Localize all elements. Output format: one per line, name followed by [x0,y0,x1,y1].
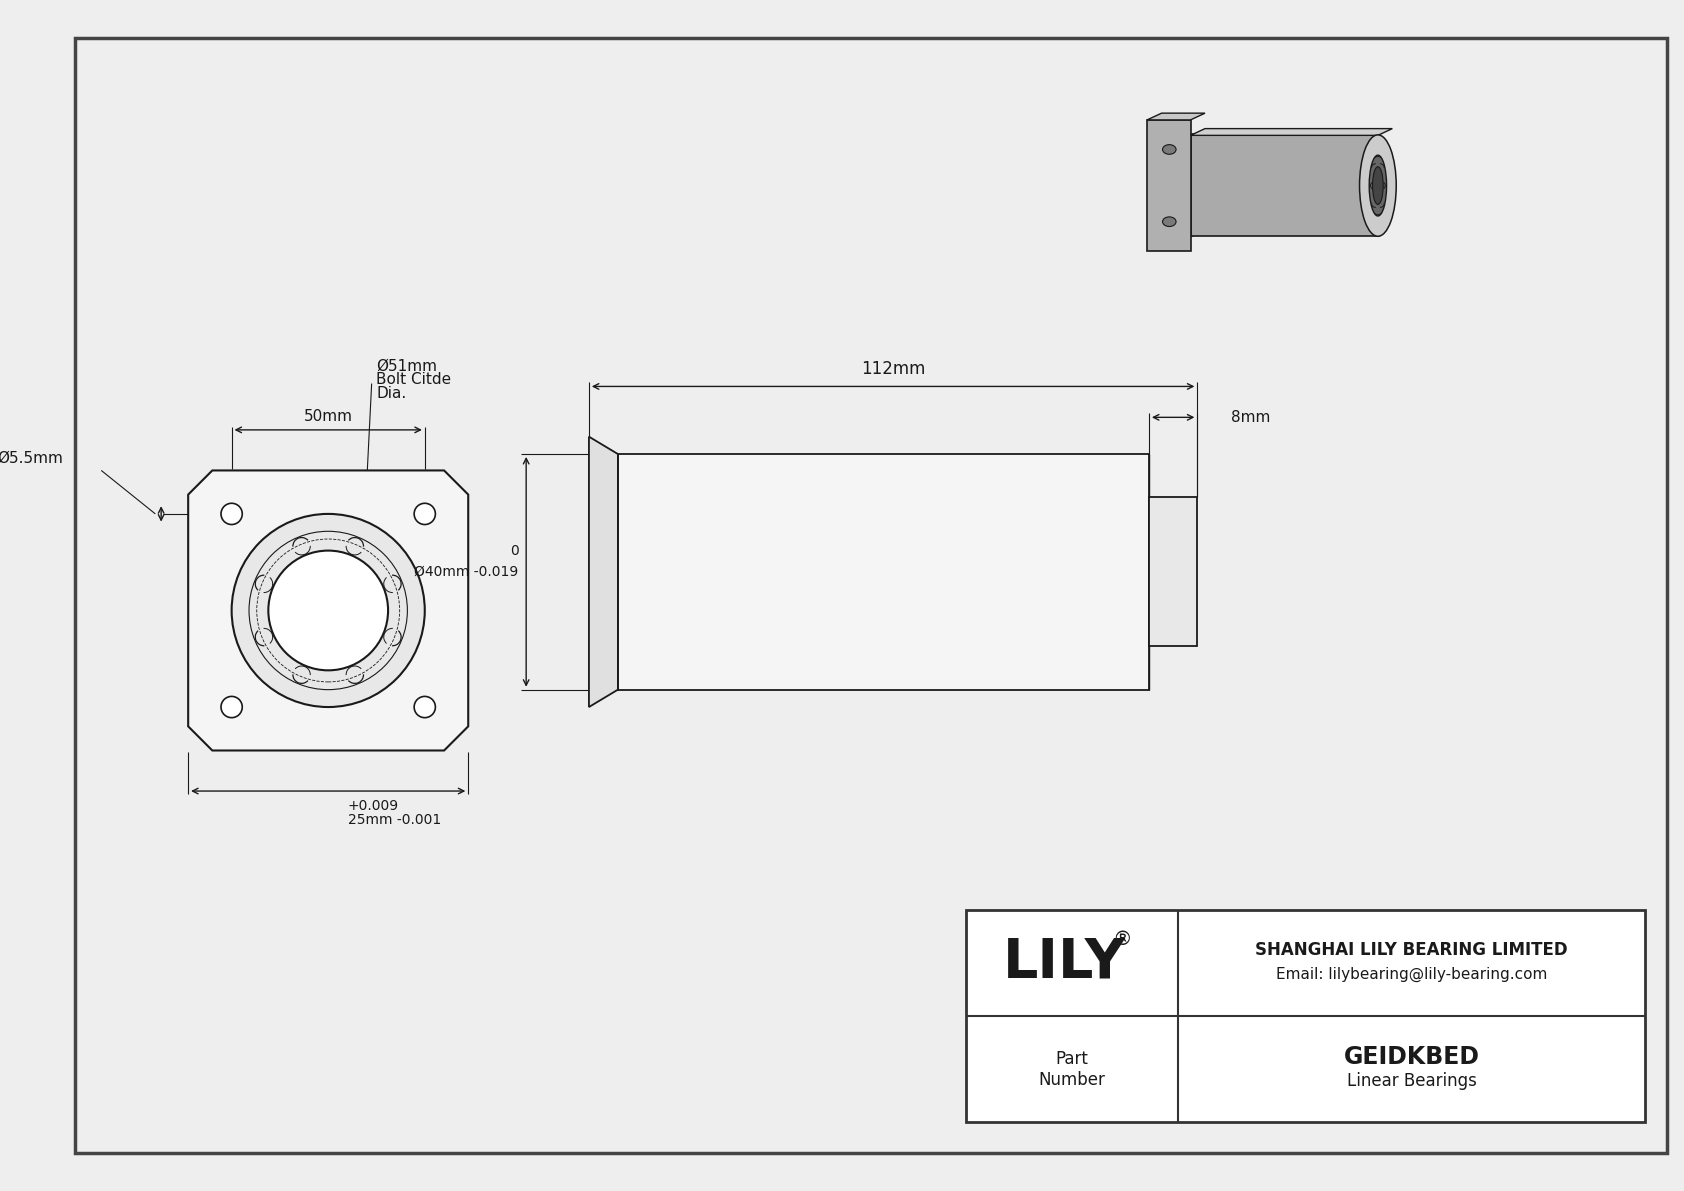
Polygon shape [189,470,468,750]
Text: Linear Bearings: Linear Bearings [1347,1072,1477,1090]
Text: Email: lilybearing@lily-bearing.com: Email: lilybearing@lily-bearing.com [1276,967,1548,983]
Text: Ø5.5mm: Ø5.5mm [0,450,62,466]
Circle shape [414,504,436,524]
Text: SHANGHAI LILY BEARING LIMITED: SHANGHAI LILY BEARING LIMITED [1255,941,1568,960]
Text: +0.009: +0.009 [347,799,399,813]
Text: Dia.: Dia. [377,386,408,400]
Polygon shape [589,437,618,707]
Text: Bolt Citde: Bolt Citde [377,372,451,387]
Ellipse shape [1359,135,1396,236]
Polygon shape [1147,113,1206,120]
Bar [1148,498,1197,647]
Ellipse shape [1372,167,1383,205]
Text: Part
Number: Part Number [1039,1049,1105,1089]
Ellipse shape [1162,217,1175,226]
Circle shape [268,550,387,671]
Text: 25mm -0.001: 25mm -0.001 [347,813,441,827]
Text: 112mm: 112mm [861,360,925,378]
Polygon shape [1147,120,1191,251]
Circle shape [414,697,436,718]
Text: LILY: LILY [1002,936,1125,990]
Bar [618,454,1148,690]
Ellipse shape [1369,155,1386,216]
Bar [1191,135,1379,236]
Text: 8mm: 8mm [1231,410,1270,425]
Ellipse shape [1162,144,1175,155]
Circle shape [221,504,242,524]
Text: GEIDKBED: GEIDKBED [1344,1045,1480,1068]
Text: 0: 0 [510,543,519,557]
Bar [965,910,1645,1122]
Text: ®: ® [1111,930,1132,949]
Circle shape [232,513,424,707]
Polygon shape [1191,129,1393,136]
Text: 50mm: 50mm [303,409,352,424]
Ellipse shape [1172,135,1209,236]
Circle shape [221,697,242,718]
Text: Ø40mm -0.019: Ø40mm -0.019 [414,565,519,579]
Text: Ø51mm: Ø51mm [377,358,438,374]
